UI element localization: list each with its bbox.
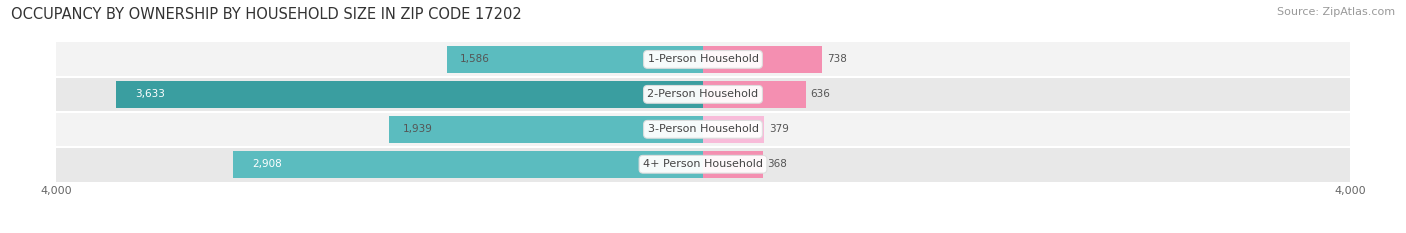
Bar <box>56 77 1350 112</box>
Text: 2,908: 2,908 <box>252 159 283 169</box>
Bar <box>703 81 806 108</box>
Bar <box>115 81 703 108</box>
Text: 1,586: 1,586 <box>460 55 489 64</box>
Text: 4+ Person Household: 4+ Person Household <box>643 159 763 169</box>
Text: 379: 379 <box>769 124 789 134</box>
Text: 1-Person Household: 1-Person Household <box>648 55 758 64</box>
Bar <box>56 147 1350 182</box>
Bar <box>56 42 1350 77</box>
Text: 1,939: 1,939 <box>402 124 432 134</box>
Text: OCCUPANCY BY OWNERSHIP BY HOUSEHOLD SIZE IN ZIP CODE 17202: OCCUPANCY BY OWNERSHIP BY HOUSEHOLD SIZE… <box>11 7 522 22</box>
Bar <box>389 116 703 143</box>
Text: 738: 738 <box>827 55 846 64</box>
Text: 3-Person Household: 3-Person Household <box>648 124 758 134</box>
Text: 3,633: 3,633 <box>135 89 165 99</box>
Bar <box>703 116 765 143</box>
Bar <box>56 112 1350 147</box>
Bar <box>447 46 703 73</box>
Text: Source: ZipAtlas.com: Source: ZipAtlas.com <box>1277 7 1395 17</box>
Bar <box>703 46 823 73</box>
Text: 2-Person Household: 2-Person Household <box>647 89 759 99</box>
Text: 636: 636 <box>811 89 831 99</box>
Bar <box>233 151 703 178</box>
Bar <box>703 151 762 178</box>
Text: 368: 368 <box>768 159 787 169</box>
